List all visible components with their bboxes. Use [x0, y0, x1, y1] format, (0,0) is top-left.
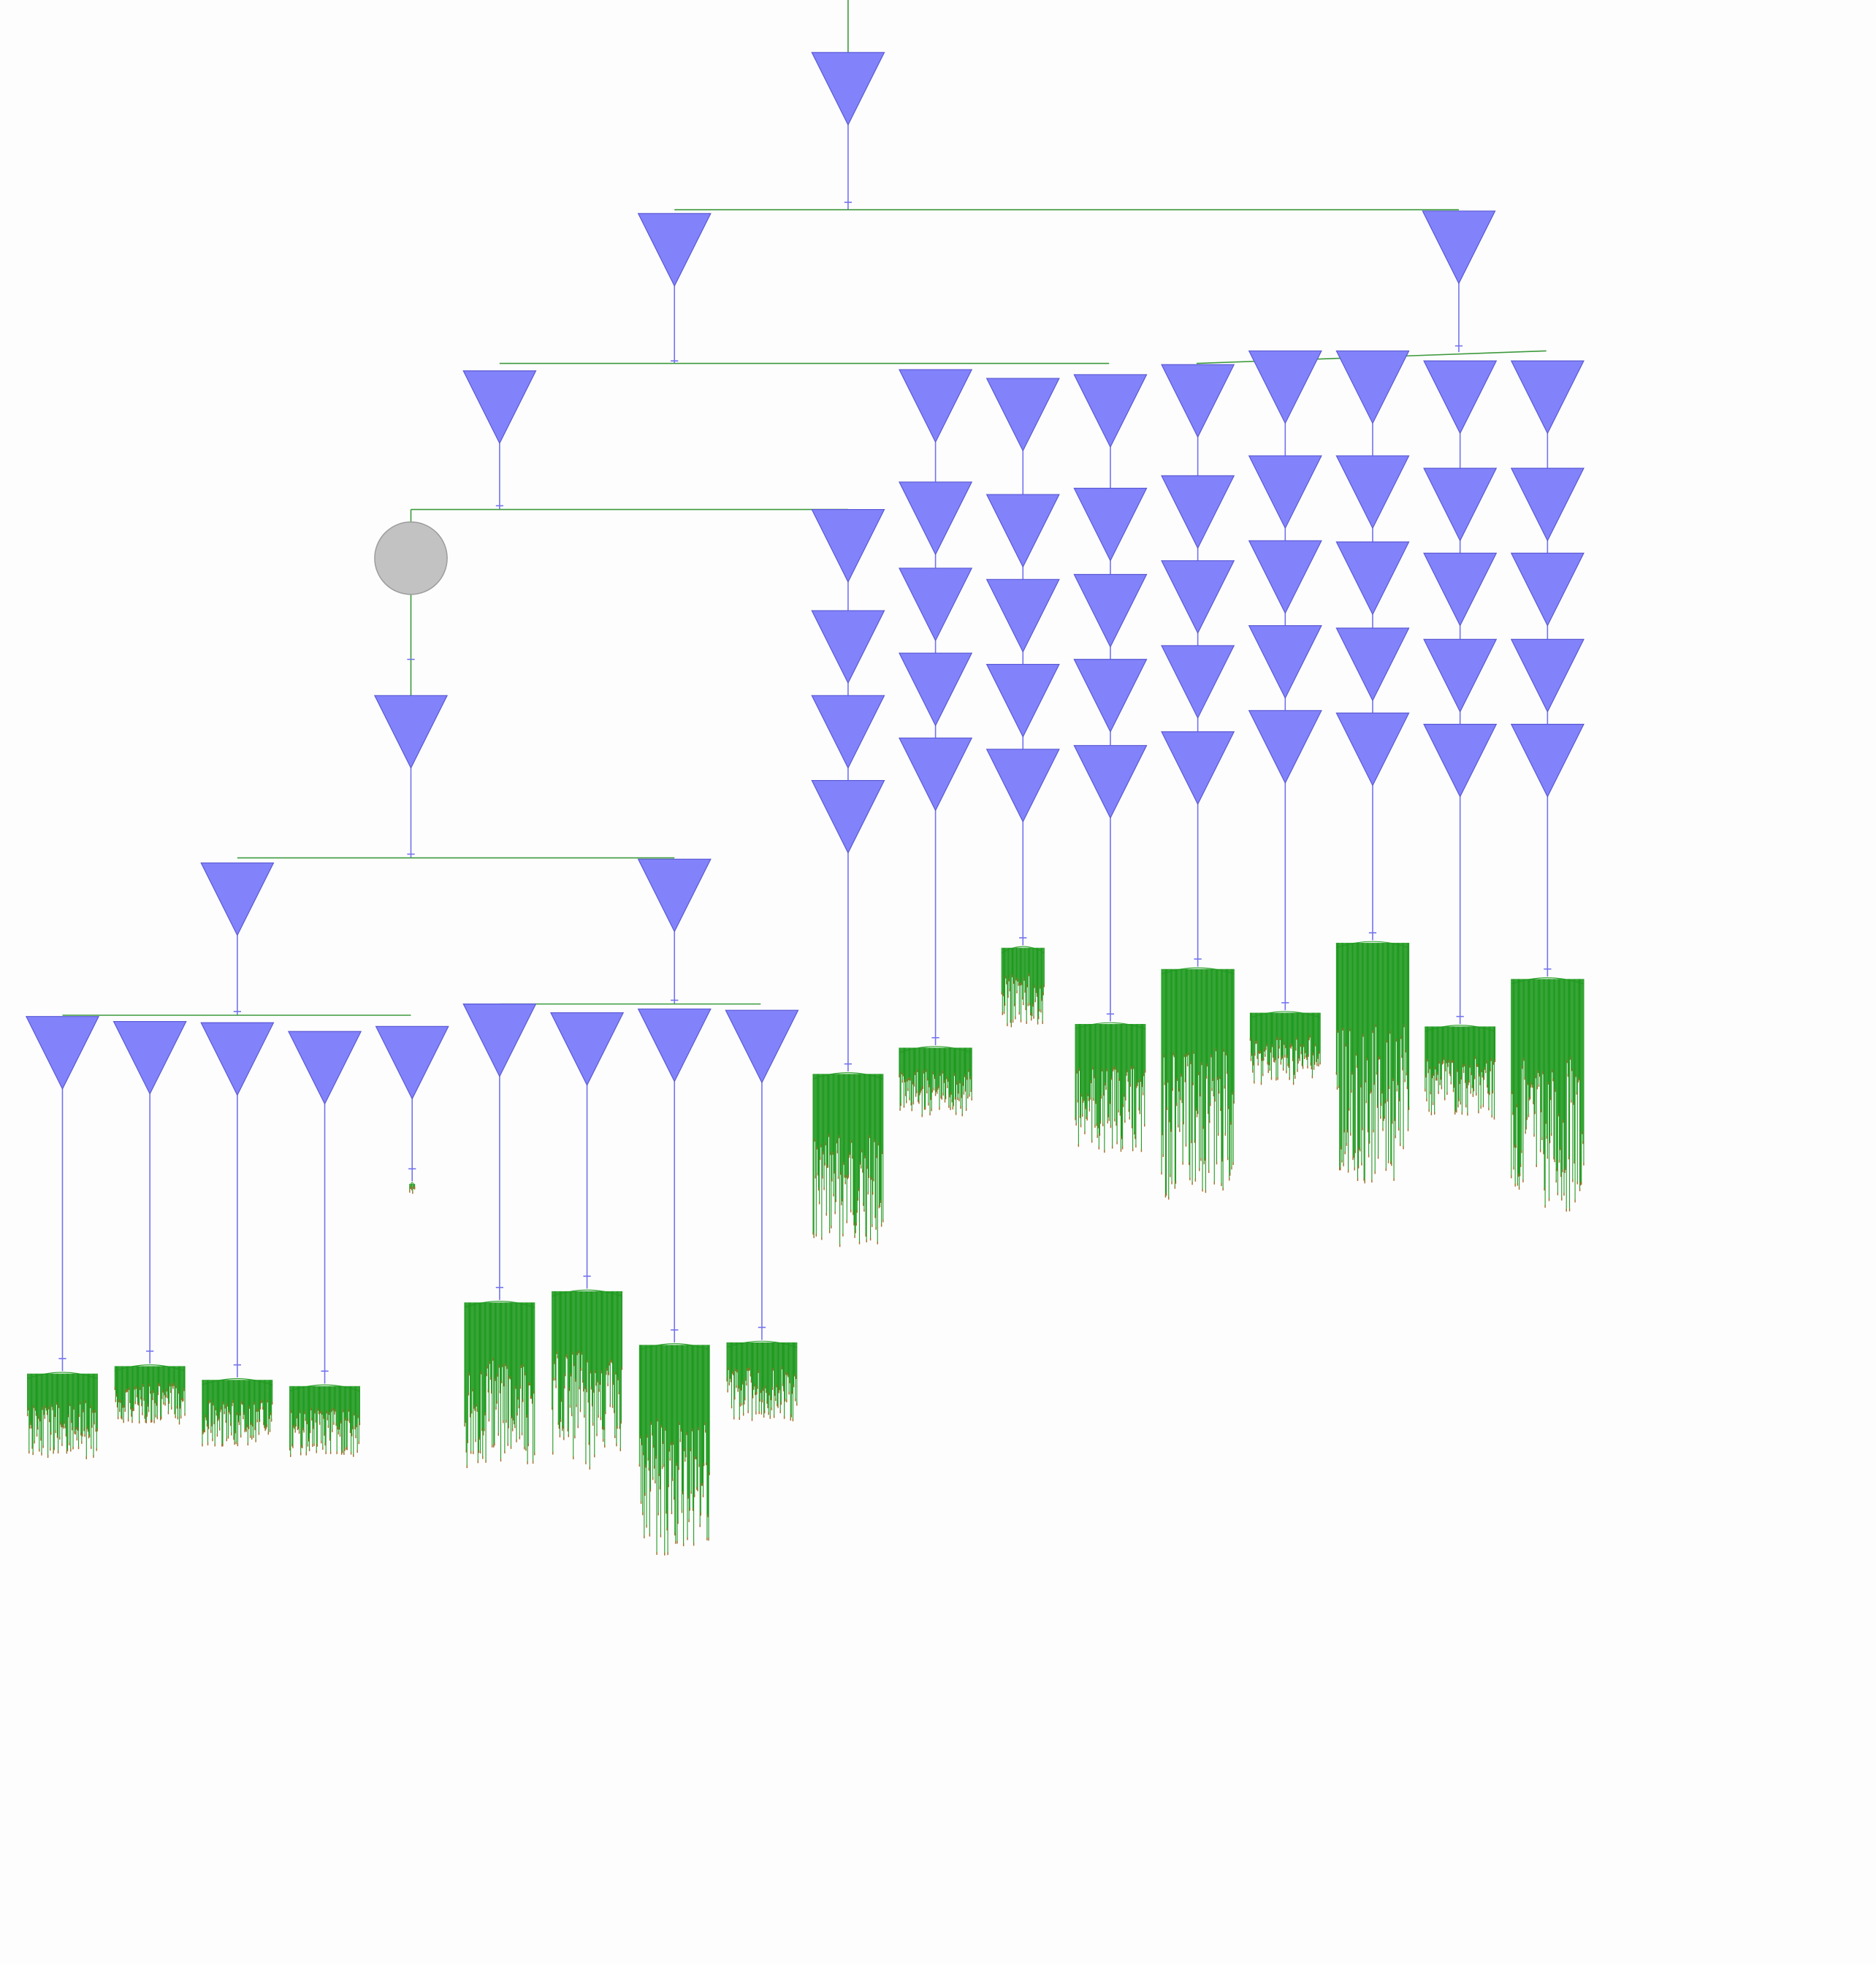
- collapsed-clade-triangle: [1161, 475, 1235, 549]
- collapsed-clade-triangle: [287, 1031, 362, 1105]
- collapsed-clade-triangle: [811, 779, 885, 855]
- collapsed-clade-triangle: [1161, 364, 1235, 438]
- collapsed-clade-triangle: [200, 862, 275, 936]
- collapsed-clade-triangle: [899, 568, 973, 642]
- collapsed-clade-triangle: [1335, 712, 1410, 787]
- collapsed-clade-triangle: [1510, 552, 1585, 627]
- collapsed-clade-triangle: [1161, 731, 1235, 806]
- collapsed-clade-triangle: [1510, 724, 1585, 798]
- leaf-cluster: [899, 1046, 972, 1117]
- collapsed-clade-triangle: [985, 663, 1060, 738]
- collapsed-clade-triangle: [811, 508, 885, 584]
- collapsed-clade-triangle: [1073, 573, 1148, 648]
- collapsed-clade-triangle: [985, 378, 1060, 452]
- collapsed-clade-triangle: [811, 695, 885, 769]
- collapsed-clade-triangle: [1510, 638, 1585, 713]
- collapsed-clade-triangle: [375, 1025, 449, 1100]
- leaf-cluster: [551, 1289, 623, 1470]
- collapsed-clade-triangle: [899, 652, 973, 727]
- leaf-cluster: [409, 1182, 416, 1194]
- leaf-cluster: [1161, 967, 1235, 1200]
- leaf-cluster: [1335, 941, 1410, 1184]
- collapsed-clade-triangle: [462, 370, 537, 445]
- leaf-cluster: [1075, 1022, 1146, 1153]
- collapsed-clade-triangle: [1423, 724, 1498, 798]
- collapsed-clade-triangle: [462, 1004, 537, 1078]
- unresolved-node-circle: [374, 521, 448, 595]
- leaf-cluster: [464, 1300, 535, 1469]
- collapsed-clade-triangle: [1335, 455, 1410, 530]
- collapsed-clade-triangle: [1423, 467, 1498, 542]
- collapsed-clade-triangle: [1335, 541, 1410, 616]
- collapsed-clade-triangle: [1073, 659, 1148, 733]
- leaf-cluster: [202, 1378, 273, 1447]
- collapsed-clade-triangle: [1073, 745, 1148, 819]
- collapsed-clade-triangle: [1248, 455, 1322, 530]
- collapsed-clade-triangle: [985, 578, 1060, 653]
- collapsed-clade-triangle: [1423, 638, 1498, 713]
- tree-edges: [58, 0, 1552, 1384]
- collapsed-clade-triangle: [113, 1020, 187, 1096]
- collapsed-clade-triangle: [1161, 645, 1235, 719]
- leaf-cluster: [1425, 1025, 1496, 1120]
- collapsed-clade-triangle: [1510, 360, 1585, 435]
- collapsed-clade-triangle: [899, 481, 973, 556]
- leaf-cluster: [1001, 946, 1045, 1028]
- collapsed-clade-triangle: [985, 494, 1060, 568]
- collapsed-clade-triangle: [725, 1009, 799, 1084]
- collapsed-clade-triangle: [25, 1016, 100, 1090]
- collapsed-clade-triangle: [1422, 210, 1496, 285]
- collapsed-clade-triangle: [1248, 624, 1322, 700]
- tree-nodes: [25, 52, 1585, 1105]
- collapsed-clade-triangle: [899, 737, 973, 811]
- collapsed-clade-triangle: [637, 1008, 712, 1082]
- collapsed-clade-triangle: [637, 213, 712, 287]
- collapsed-clade-triangle: [1248, 350, 1322, 424]
- collapsed-clade-triangle: [1423, 552, 1498, 627]
- collapsed-clade-triangle: [1335, 350, 1410, 424]
- leaf-cluster: [812, 1072, 884, 1247]
- collapsed-clade-triangle: [1423, 360, 1498, 435]
- collapsed-clade-triangle: [899, 369, 973, 443]
- collapsed-clade-triangle: [811, 52, 885, 126]
- collapsed-clade-triangle: [1161, 560, 1235, 635]
- leaf-cluster: [289, 1384, 361, 1457]
- collapsed-clade-triangle: [373, 695, 449, 769]
- leaf-cluster: [726, 1340, 798, 1421]
- leaf-cluster: [1249, 1011, 1321, 1085]
- collapsed-clade-triangle: [985, 749, 1060, 823]
- collapsed-clade-triangle: [1073, 487, 1148, 562]
- leaf-cluster: [26, 1372, 99, 1459]
- collapsed-clade-triangle: [1335, 627, 1410, 702]
- collapsed-clade-triangle: [1248, 710, 1322, 784]
- leaf-cluster: [1511, 977, 1585, 1212]
- collapsed-clade-triangle: [1248, 540, 1322, 614]
- collapsed-clade-triangle: [811, 610, 885, 684]
- leaf-cluster: [638, 1343, 710, 1556]
- collapsed-clade-triangle: [637, 858, 712, 933]
- leaf-clusters: [26, 941, 1585, 1556]
- collapsed-clade-triangle: [1510, 467, 1585, 542]
- leaf-cluster: [114, 1364, 186, 1425]
- collapsed-clade-triangle: [550, 1012, 625, 1087]
- collapsed-clade-triangle: [1073, 374, 1148, 448]
- collapsed-clade-triangle: [200, 1022, 275, 1096]
